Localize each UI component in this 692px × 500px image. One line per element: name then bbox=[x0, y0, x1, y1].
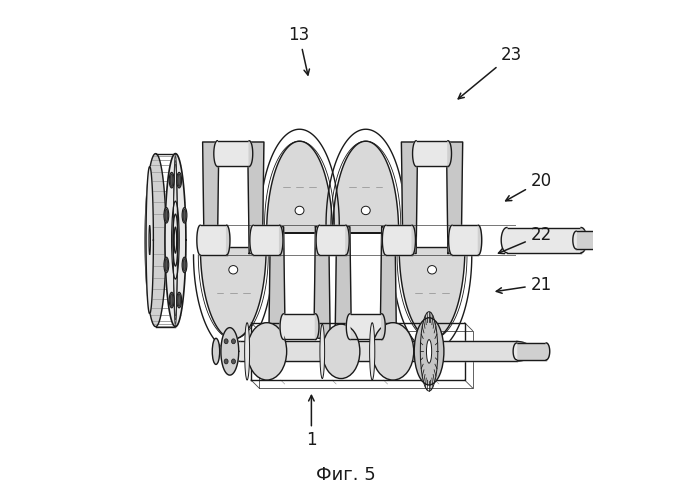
Polygon shape bbox=[201, 248, 266, 339]
Polygon shape bbox=[217, 140, 249, 166]
Ellipse shape bbox=[170, 292, 174, 308]
Text: 1: 1 bbox=[306, 396, 317, 450]
Text: Фиг. 5: Фиг. 5 bbox=[316, 466, 376, 484]
Polygon shape bbox=[214, 140, 217, 166]
Polygon shape bbox=[145, 154, 166, 326]
Ellipse shape bbox=[178, 294, 181, 306]
Ellipse shape bbox=[170, 294, 173, 306]
Polygon shape bbox=[603, 231, 607, 249]
Ellipse shape bbox=[165, 209, 167, 222]
Polygon shape bbox=[316, 226, 320, 255]
Ellipse shape bbox=[178, 174, 181, 186]
Polygon shape bbox=[507, 228, 581, 252]
Polygon shape bbox=[269, 227, 285, 338]
Polygon shape bbox=[513, 343, 517, 360]
Ellipse shape bbox=[164, 257, 169, 272]
Polygon shape bbox=[501, 228, 507, 252]
Polygon shape bbox=[448, 226, 452, 255]
Ellipse shape bbox=[320, 324, 325, 378]
Polygon shape bbox=[350, 314, 382, 340]
Polygon shape bbox=[382, 314, 385, 340]
Ellipse shape bbox=[165, 258, 167, 271]
Polygon shape bbox=[346, 226, 349, 255]
Polygon shape bbox=[221, 328, 239, 375]
Polygon shape bbox=[401, 142, 417, 254]
Polygon shape bbox=[333, 141, 399, 233]
Ellipse shape bbox=[372, 322, 414, 380]
Polygon shape bbox=[203, 142, 219, 254]
Polygon shape bbox=[448, 140, 451, 166]
Ellipse shape bbox=[428, 266, 437, 274]
Polygon shape bbox=[227, 226, 230, 255]
Ellipse shape bbox=[361, 206, 370, 214]
Polygon shape bbox=[380, 227, 397, 338]
Polygon shape bbox=[314, 227, 330, 338]
Polygon shape bbox=[446, 142, 463, 254]
Ellipse shape bbox=[176, 292, 181, 308]
Ellipse shape bbox=[183, 258, 186, 271]
Polygon shape bbox=[581, 228, 587, 252]
Ellipse shape bbox=[170, 172, 174, 188]
Polygon shape bbox=[146, 166, 154, 314]
Polygon shape bbox=[224, 342, 239, 361]
Polygon shape bbox=[517, 343, 546, 360]
Ellipse shape bbox=[426, 340, 432, 363]
Polygon shape bbox=[517, 342, 532, 361]
Ellipse shape bbox=[232, 339, 235, 344]
Ellipse shape bbox=[245, 322, 250, 380]
Polygon shape bbox=[284, 314, 316, 340]
Text: 21: 21 bbox=[496, 276, 552, 293]
Polygon shape bbox=[197, 226, 200, 255]
Polygon shape bbox=[383, 226, 385, 255]
Polygon shape bbox=[239, 342, 517, 361]
Polygon shape bbox=[250, 226, 253, 255]
Polygon shape bbox=[335, 227, 352, 338]
Polygon shape bbox=[452, 226, 478, 255]
Polygon shape bbox=[573, 231, 576, 249]
Text: 22: 22 bbox=[498, 226, 552, 254]
Ellipse shape bbox=[182, 208, 187, 223]
Ellipse shape bbox=[232, 359, 235, 364]
Polygon shape bbox=[200, 226, 227, 255]
Polygon shape bbox=[253, 226, 280, 255]
Ellipse shape bbox=[176, 172, 181, 188]
Ellipse shape bbox=[224, 359, 228, 364]
Polygon shape bbox=[248, 142, 264, 254]
Polygon shape bbox=[165, 154, 186, 326]
Polygon shape bbox=[576, 231, 603, 249]
Ellipse shape bbox=[182, 257, 187, 272]
Ellipse shape bbox=[212, 338, 219, 364]
Text: 23: 23 bbox=[458, 46, 522, 99]
Polygon shape bbox=[266, 141, 332, 233]
Polygon shape bbox=[346, 314, 350, 340]
Ellipse shape bbox=[295, 206, 304, 214]
Ellipse shape bbox=[370, 322, 375, 380]
Polygon shape bbox=[412, 140, 416, 166]
Polygon shape bbox=[249, 140, 253, 166]
Ellipse shape bbox=[170, 174, 173, 186]
Polygon shape bbox=[412, 226, 415, 255]
Ellipse shape bbox=[415, 318, 444, 385]
Polygon shape bbox=[416, 140, 448, 166]
Ellipse shape bbox=[322, 324, 360, 378]
Polygon shape bbox=[316, 314, 319, 340]
Polygon shape bbox=[280, 226, 283, 255]
Text: 13: 13 bbox=[289, 26, 309, 75]
Text: 20: 20 bbox=[506, 172, 552, 201]
Polygon shape bbox=[546, 343, 549, 360]
Ellipse shape bbox=[164, 208, 169, 223]
Ellipse shape bbox=[224, 339, 228, 344]
Ellipse shape bbox=[183, 209, 186, 222]
Polygon shape bbox=[385, 226, 412, 255]
Polygon shape bbox=[399, 248, 465, 339]
Polygon shape bbox=[280, 314, 284, 340]
Polygon shape bbox=[478, 226, 482, 255]
Ellipse shape bbox=[247, 322, 286, 380]
Ellipse shape bbox=[229, 266, 238, 274]
Polygon shape bbox=[320, 226, 346, 255]
Ellipse shape bbox=[149, 226, 150, 255]
